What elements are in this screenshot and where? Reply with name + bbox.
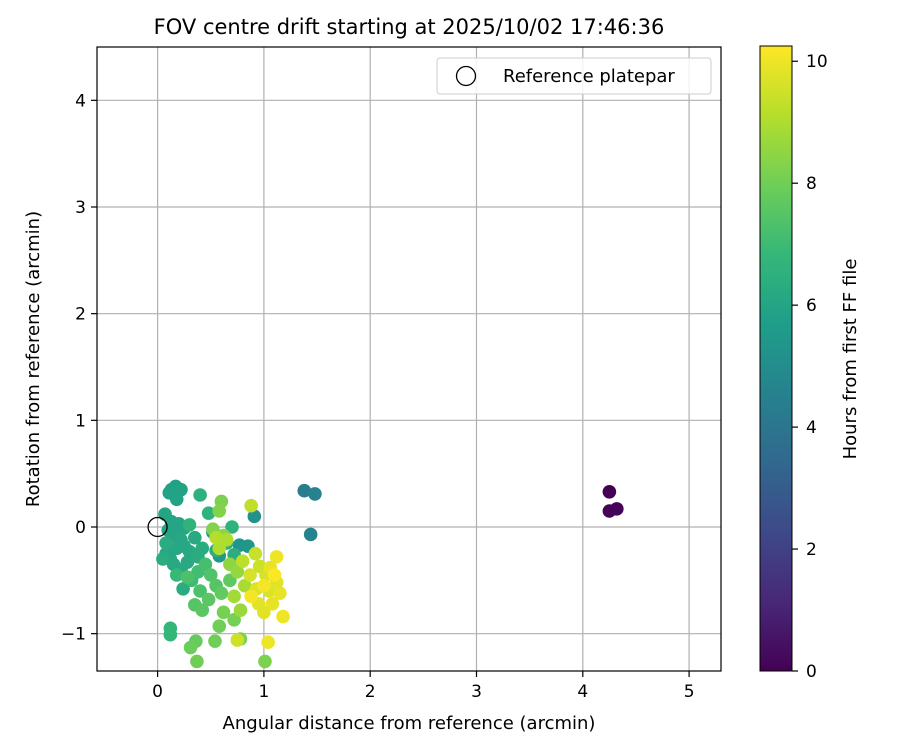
data-point [195, 541, 210, 556]
data-point [176, 582, 190, 596]
data-point [602, 485, 617, 499]
data-point [212, 619, 227, 633]
data-point [244, 589, 258, 604]
data-point [182, 518, 197, 532]
data-point [203, 568, 218, 582]
data-point [219, 533, 234, 547]
colorbar: 0 2 4 6 8 10 Hours from first FF file [759, 45, 861, 682]
colorbar-tick-label: 0 [806, 662, 817, 682]
data-point [156, 552, 170, 566]
colorbar-tick-label: 8 [806, 174, 817, 194]
plot-frame [96, 46, 722, 672]
data-point [180, 555, 195, 569]
legend: Reference platepar [436, 57, 712, 95]
x-tick-label: 2 [365, 682, 376, 702]
data-point [257, 605, 271, 620]
colorbar-tick-label: 4 [806, 418, 817, 438]
data-point [187, 530, 202, 545]
legend-marker-icon [455, 65, 477, 87]
data-point [257, 578, 271, 593]
data-point [258, 654, 272, 669]
data-point [235, 554, 250, 568]
data-points [156, 479, 624, 669]
y-tick-label: −1 [61, 625, 86, 645]
data-point [269, 550, 284, 564]
data-point [233, 603, 248, 617]
data-point [261, 635, 275, 649]
colorbar-gradient [759, 45, 793, 672]
data-point [201, 592, 216, 607]
legend-label: Reference platepar [503, 66, 675, 87]
x-tick-label: 0 [152, 682, 163, 702]
data-point [244, 498, 258, 513]
chart-title: FOV centre drift starting at 2025/10/02 … [154, 15, 665, 39]
data-point [276, 609, 290, 624]
x-axis-label: Angular distance from reference (arcmin) [223, 713, 596, 734]
data-point [227, 613, 241, 627]
y-axis-label: Rotation from reference (arcmin) [23, 211, 44, 507]
data-point [201, 506, 216, 520]
data-point [225, 520, 239, 534]
y-tick-label: 1 [75, 411, 86, 431]
data-point [183, 640, 198, 655]
x-tick-label: 3 [471, 682, 482, 702]
data-point [169, 568, 184, 582]
data-point [237, 578, 252, 593]
colorbar-tick-label: 2 [806, 540, 817, 560]
x-tick-label: 1 [258, 682, 269, 702]
data-point [297, 483, 312, 498]
colorbar-tick-label: 6 [806, 296, 817, 316]
data-point [610, 502, 624, 516]
data-point [163, 627, 178, 642]
data-point [212, 504, 227, 518]
data-point [169, 492, 184, 507]
data-point [230, 565, 245, 579]
y-tick-label: 3 [75, 198, 86, 218]
reference-platepar-marker [147, 516, 168, 538]
data-point [303, 527, 318, 542]
data-point [247, 509, 262, 524]
data-point [193, 584, 207, 598]
data-point [243, 568, 257, 582]
data-point [230, 633, 245, 647]
data-point [208, 634, 222, 648]
data-point [248, 546, 263, 561]
data-point [267, 568, 282, 582]
data-point [265, 597, 280, 611]
reference-point [147, 516, 168, 538]
data-point [209, 530, 223, 545]
grid-lines [97, 47, 721, 671]
y-axis-ticks: −1 0 1 2 3 4 [61, 91, 97, 645]
data-point [198, 557, 213, 572]
data-point [216, 605, 231, 620]
y-tick-label: 2 [75, 305, 86, 325]
colorbar-ticks: 0 2 4 6 8 10 [792, 52, 828, 682]
x-tick-label: 5 [684, 682, 695, 702]
data-point [214, 586, 229, 600]
data-point [190, 654, 204, 669]
x-axis-ticks: 0 1 2 3 4 5 [152, 671, 695, 702]
data-point [227, 589, 241, 604]
data-point [308, 487, 322, 501]
data-point [193, 488, 207, 502]
x-tick-label: 4 [577, 682, 588, 702]
colorbar-label: Hours from first FF file [840, 259, 861, 460]
data-point [180, 570, 195, 584]
colorbar-tick-label: 10 [806, 52, 828, 72]
data-point [273, 586, 287, 600]
y-tick-label: 0 [75, 518, 86, 538]
legend-box [436, 57, 712, 95]
data-point [159, 536, 173, 550]
y-tick-label: 4 [75, 91, 86, 111]
data-point [195, 603, 210, 617]
